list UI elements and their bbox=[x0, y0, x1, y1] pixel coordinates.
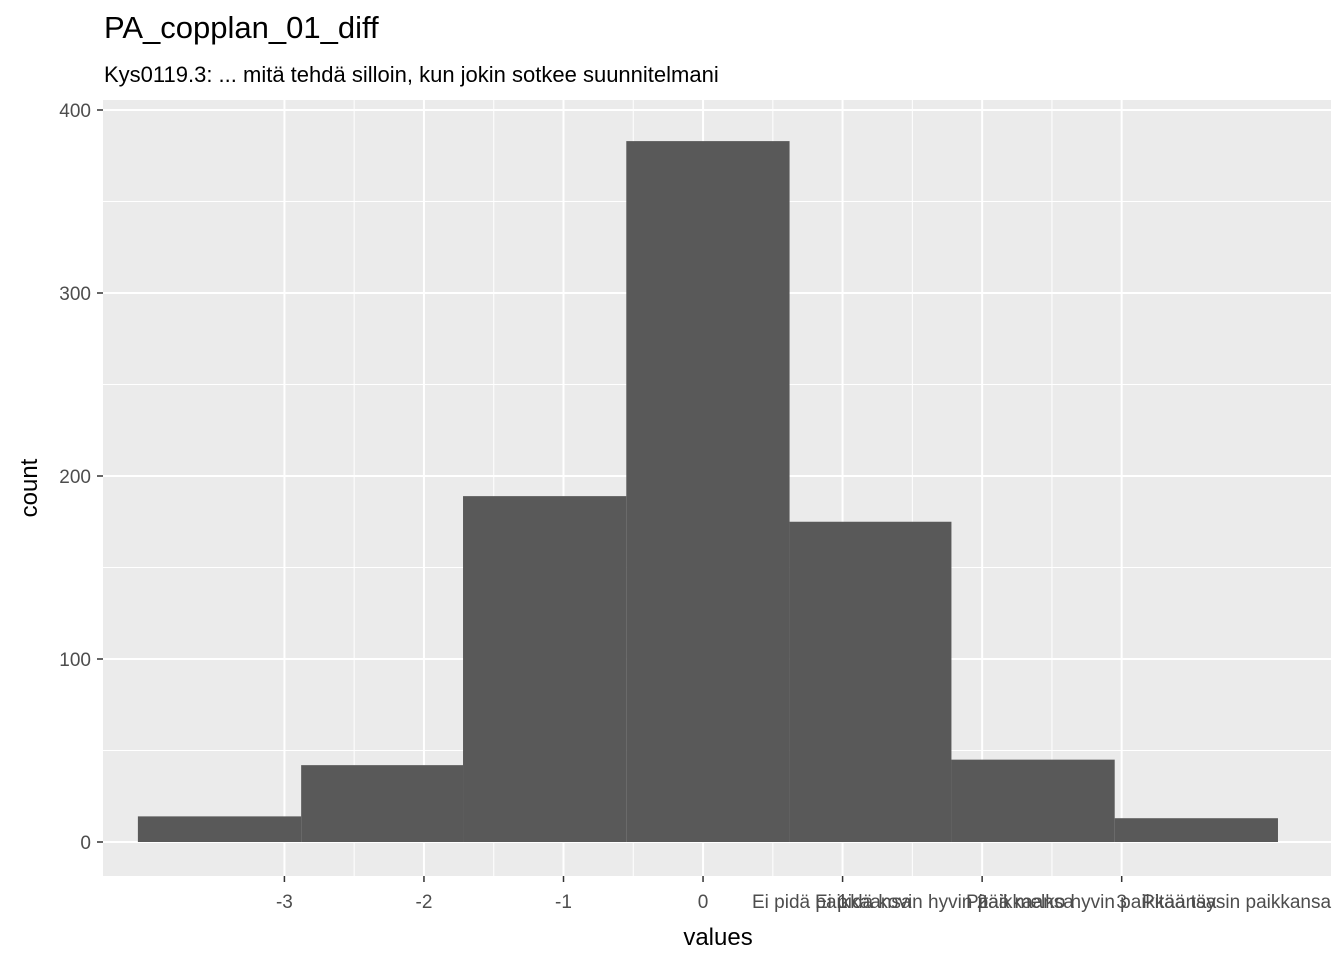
y-axis-title: count bbox=[16, 458, 43, 517]
x-tick-label: -2 bbox=[416, 892, 433, 913]
histogram-bar bbox=[137, 816, 302, 842]
x-tick-label: 0 bbox=[698, 892, 709, 913]
x-category-label: Ei pidä kovin hyvin paikkaansa bbox=[815, 892, 1074, 913]
chart-title: PA_copplan_01_diff bbox=[104, 10, 379, 45]
histogram-bar bbox=[463, 496, 627, 842]
histogram-bar bbox=[951, 759, 1115, 842]
y-axis: 0 100 200 300 400 bbox=[59, 101, 103, 854]
x-category-label: Ei pidä paikkaansa bbox=[752, 892, 912, 913]
chart-subtitle: Kys0119.3: ... mitä tehdä silloin, kun j… bbox=[104, 62, 719, 87]
y-tick-label: 0 bbox=[80, 833, 91, 854]
histogram-bars bbox=[137, 141, 1278, 843]
x-tick-label: -1 bbox=[555, 892, 572, 913]
y-tick-label: 200 bbox=[59, 467, 91, 488]
x-tick-label: 3 bbox=[1116, 892, 1127, 913]
x-category-label: Pitää täysin paikkansa bbox=[1142, 892, 1331, 913]
x-axis-title: values bbox=[683, 924, 752, 951]
x-category-label: Pitää melko hyvin paikkaansa bbox=[966, 892, 1217, 913]
x-tick-label: -3 bbox=[276, 892, 293, 913]
histogram-bar bbox=[626, 141, 790, 843]
y-tick-label: 100 bbox=[59, 650, 91, 671]
histogram-bar bbox=[301, 765, 464, 842]
histogram-bar bbox=[1114, 818, 1278, 842]
histogram-bar bbox=[789, 521, 952, 842]
x-tick-label: 2 bbox=[977, 892, 988, 913]
y-tick-label: 300 bbox=[59, 284, 91, 305]
x-tick-label: 1 bbox=[837, 892, 848, 913]
y-tick-label: 400 bbox=[59, 101, 91, 122]
